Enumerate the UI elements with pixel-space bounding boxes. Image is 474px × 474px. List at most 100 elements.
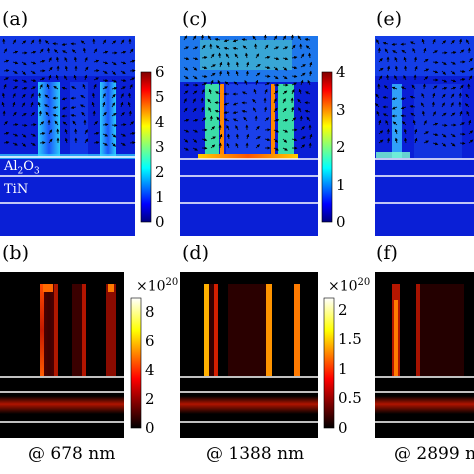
field-arrow xyxy=(423,120,427,126)
field-arrow xyxy=(309,133,313,140)
field-arrow xyxy=(243,116,248,122)
field-arrow xyxy=(30,39,35,45)
field-arrow xyxy=(218,142,222,149)
field-arrow xyxy=(21,86,28,90)
field-arrow xyxy=(223,118,230,122)
field-arrow xyxy=(394,137,398,144)
colorbar-tick-cb-b-1: 2 xyxy=(145,390,155,409)
field-arrow xyxy=(80,104,86,108)
field-arrow xyxy=(61,42,68,46)
field-arrow xyxy=(468,57,473,63)
field-arrow xyxy=(183,66,189,71)
field-arrow xyxy=(208,107,212,113)
field-arrow xyxy=(273,147,279,151)
field-arrow xyxy=(378,75,383,81)
field-arrow xyxy=(468,130,474,135)
field-arrow xyxy=(1,101,5,108)
field-arrow xyxy=(298,88,302,95)
field-arrow xyxy=(12,61,19,65)
field-arrow xyxy=(403,75,407,81)
field-arrow xyxy=(263,34,267,41)
field-arrow xyxy=(201,89,205,95)
field-arrow xyxy=(423,68,430,72)
field-arrow xyxy=(1,92,6,99)
field-arrow xyxy=(38,92,42,99)
field-arrow xyxy=(120,70,126,74)
field-arrow xyxy=(244,80,248,86)
field-arrow xyxy=(432,111,436,117)
field-arrow xyxy=(459,122,465,126)
field-arrow xyxy=(450,70,456,75)
field-arrow xyxy=(82,83,86,90)
field-arrow xyxy=(468,67,474,72)
field-arrow xyxy=(291,56,298,60)
field-arrow xyxy=(82,47,87,54)
panel-d-heat xyxy=(180,272,318,438)
field-arrow xyxy=(215,45,221,50)
field-arrow xyxy=(30,101,34,108)
field-arrow xyxy=(3,48,8,54)
field-arrow xyxy=(129,69,136,73)
field-arrow xyxy=(468,139,474,144)
field-arrow xyxy=(120,86,126,90)
field-arrow xyxy=(12,39,17,45)
field-arrow xyxy=(192,75,198,80)
panel-b-heat xyxy=(0,272,124,438)
field-arrow xyxy=(102,39,107,45)
field-arrow xyxy=(73,56,78,63)
field-arrow xyxy=(183,46,189,50)
field-arrow xyxy=(128,110,132,117)
field-arrow xyxy=(273,75,279,80)
field-arrow xyxy=(207,35,212,41)
field-arrow xyxy=(291,138,298,142)
field-arrow xyxy=(102,142,108,146)
field-arrow xyxy=(391,106,398,110)
field-arrows-e xyxy=(375,38,474,147)
field-arrow xyxy=(273,129,280,133)
field-arrow xyxy=(264,44,269,50)
field-arrow xyxy=(282,66,288,71)
field-arrow xyxy=(111,79,117,83)
field-arrow xyxy=(102,61,109,65)
field-arrow xyxy=(39,132,46,136)
field-arrow xyxy=(111,86,118,90)
field-arrow xyxy=(129,84,133,90)
field-arrow xyxy=(128,92,132,99)
field-arrow xyxy=(308,52,312,59)
field-arrow xyxy=(450,79,457,83)
field-arrow xyxy=(71,49,77,54)
field-arrow xyxy=(392,121,398,126)
field-arrow xyxy=(459,141,466,145)
field-arrow xyxy=(62,50,68,54)
field-arrow xyxy=(52,105,59,109)
field-arrow xyxy=(382,113,389,117)
heat-pillar-d-2 xyxy=(228,284,266,376)
field-arrow xyxy=(306,116,311,122)
field-arrow xyxy=(183,35,188,41)
field-arrow xyxy=(111,142,116,147)
colorbar-b xyxy=(130,297,142,429)
field-arrow xyxy=(102,50,109,54)
field-arrow xyxy=(102,93,106,99)
field-arrow xyxy=(37,101,41,108)
field-arrow xyxy=(21,133,27,138)
field-arrow xyxy=(52,42,59,46)
field-arrow xyxy=(47,47,51,54)
field-arrow xyxy=(71,86,77,90)
field-arrow xyxy=(210,64,216,68)
field-arrow xyxy=(246,133,250,140)
field-arrow xyxy=(30,70,36,75)
pillar-a-3 xyxy=(100,82,116,156)
field-arrow xyxy=(384,48,389,54)
field-arrow xyxy=(102,133,109,137)
field-arrow xyxy=(120,101,124,108)
field-arrow xyxy=(219,133,223,140)
field-arrow xyxy=(48,74,52,81)
colorbar-tick-cb-a-0: 0 xyxy=(155,213,165,231)
field-arrow xyxy=(423,47,427,54)
field-arrow xyxy=(304,101,311,105)
panel-label-c: (c) xyxy=(182,8,208,30)
field-arrow xyxy=(21,112,27,117)
field-arrow xyxy=(441,61,447,65)
field-arrow xyxy=(48,129,53,135)
